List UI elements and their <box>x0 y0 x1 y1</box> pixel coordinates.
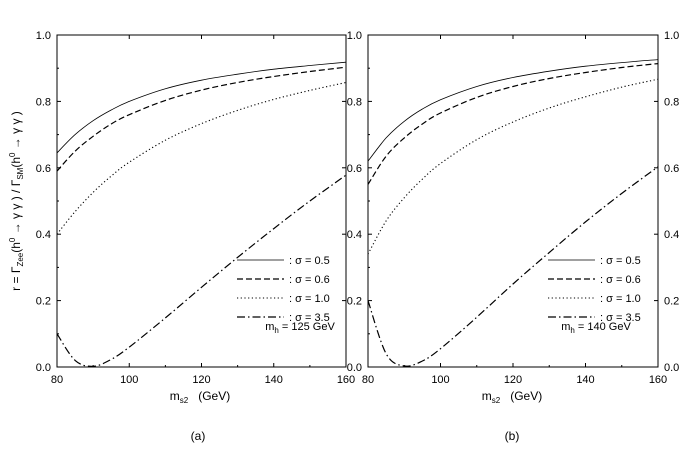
x-tick-label: 100 <box>120 374 138 386</box>
y-tick-label-right: 0.2 <box>664 296 679 308</box>
series-line-dotted <box>56 81 347 235</box>
y-tick-label-right: 0.8 <box>664 96 679 108</box>
legend: : σ = 0.5 : σ = 0.6 : σ = 1.0 : σ = 3.5mh =… <box>237 255 335 335</box>
legend-label: : σ = 0.6 <box>289 274 330 286</box>
x-tick-label: 160 <box>649 374 667 386</box>
tick-marks <box>367 34 659 368</box>
legend-label: : σ = 0.6 <box>600 274 641 286</box>
x-axis-title: ms2 (GeV) <box>170 389 230 405</box>
legend-label: : σ = 0.5 <box>600 255 641 267</box>
tick-marks <box>56 34 347 368</box>
curves <box>56 61 347 367</box>
x-tick-label: 100 <box>431 374 449 386</box>
curves <box>367 59 659 367</box>
legend: : σ = 0.5 : σ = 0.6 : σ = 1.0 : σ = 3.5mh =… <box>548 255 641 335</box>
series-line-dotted <box>367 78 659 255</box>
legend-label: : σ = 3.5 <box>600 312 641 324</box>
x-axis-title: ms2 (GeV) <box>482 389 542 405</box>
y-tick-label: 0.4 <box>36 229 51 241</box>
x-tick-label: 120 <box>504 374 522 386</box>
y-tick-label: 0.8 <box>347 96 362 108</box>
y-tick-label: 0.0 <box>36 362 51 374</box>
panel-label: (a) <box>191 429 206 443</box>
y-tick-label-right: 1.0 <box>664 30 679 42</box>
mass-annotation: mh = 125 GeV <box>265 321 335 335</box>
y-tick-label: 1.0 <box>347 30 362 42</box>
panel-label: (b) <box>505 429 520 443</box>
legend-label: : σ = 3.5 <box>289 312 330 324</box>
y-tick-label-right: 0.0 <box>664 362 679 374</box>
x-tick-label: 80 <box>362 374 374 386</box>
legend-label: : σ = 1.0 <box>600 293 641 305</box>
mass-annotation: mh = 140 GeV <box>561 321 631 335</box>
x-tick-label: 120 <box>192 374 210 386</box>
series-line-dashdot <box>56 174 347 367</box>
legend-label: : σ = 0.5 <box>289 255 330 267</box>
y-tick-label-right: 0.6 <box>664 163 679 175</box>
x-tick-label: 160 <box>337 374 355 386</box>
x-tick-label: 140 <box>576 374 594 386</box>
y-tick-label: 0.8 <box>36 96 51 108</box>
series-line-dashed <box>367 63 659 185</box>
series-line-solid <box>367 59 659 162</box>
y-tick-label-right: 0.4 <box>664 229 679 241</box>
series-line-dashdot <box>367 166 659 367</box>
y-tick-label: 0.2 <box>347 296 362 308</box>
tick-labels: 80 100 120 140 160 0.0 0.2 0.4 0.6 0.8 1.0 <box>36 30 355 386</box>
x-tick-label: 140 <box>265 374 283 386</box>
panel-a: 80 100 120 140 160 0.0 0.2 0.4 0.6 0.8 1.0 : σ = 0… <box>36 30 355 443</box>
y-tick-label: 0.6 <box>347 163 362 175</box>
y-tick-label: 0.6 <box>36 163 51 175</box>
series-line-dashed <box>56 66 347 172</box>
y-axis-title: r = ΓZee(h0 → γ γ ) / ΓSM(h0 → γ γ ) <box>8 111 25 291</box>
y-tick-label: 1.0 <box>36 30 51 42</box>
y-tick-label: 0.0 <box>347 362 362 374</box>
y-tick-label: 0.4 <box>347 229 362 241</box>
legend-label: : σ = 1.0 <box>289 293 330 305</box>
x-tick-label: 80 <box>51 374 63 386</box>
series-line-solid <box>56 61 347 154</box>
y-tick-label: 0.2 <box>36 296 51 308</box>
